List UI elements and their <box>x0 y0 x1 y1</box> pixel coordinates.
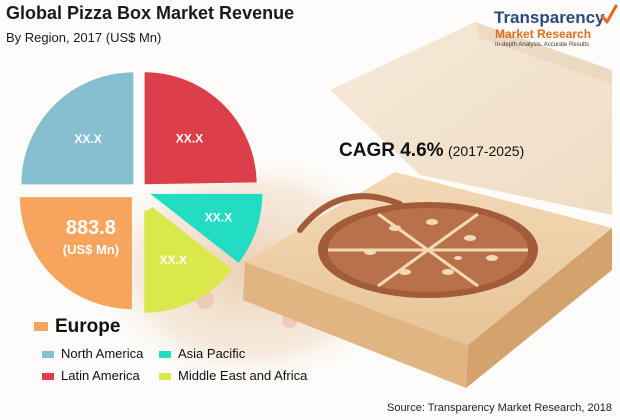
pie-slice-asia-pacific <box>150 193 263 263</box>
pizza-icon <box>297 193 538 298</box>
legend-swatch <box>159 351 171 359</box>
legend-item-asia-pacific: Asia Pacific <box>159 346 245 361</box>
pie-slice-north-america <box>21 72 134 185</box>
legend-swatch <box>42 373 54 381</box>
logo-sub-text: Market Research <box>495 27 592 41</box>
source-note: Source: Transparency Market Research, 20… <box>386 402 612 414</box>
legend-item-north-america: North America <box>42 346 143 361</box>
legend-item-middle-east-and-africa: Middle East and Africa <box>159 368 307 383</box>
pie-slice-middle-east-and-africa <box>144 206 233 313</box>
legend-label: Europe <box>55 316 121 337</box>
legend-label: Middle East and Africa <box>178 368 308 383</box>
box-lid-edge <box>475 22 612 84</box>
logo-tagline: In-depth Analysis. Accurate Results <box>495 42 590 48</box>
logo-main-text: Transparency <box>494 8 605 27</box>
pie-slice-europe <box>19 197 132 310</box>
legend: Europe North America Asia Pacific Latin Ame… <box>34 316 334 386</box>
checkmark-icon <box>600 4 618 24</box>
box-right-side <box>466 228 612 388</box>
pie-label-europe: 883.8 <box>66 217 116 239</box>
legend-swatch <box>34 322 48 332</box>
pie-sublabel-europe: (US$ Mn) <box>63 242 119 257</box>
cagr-period: (2017-2025) <box>447 143 525 159</box>
legend-item-latin-america: Latin America <box>42 368 140 383</box>
pie-label-asia-pacific: XX.X <box>205 210 232 224</box>
chart-subtitle: By Region, 2017 (US$ Mn) <box>6 30 162 45</box>
legend-swatch <box>42 351 54 359</box>
legend-label: Asia Pacific <box>178 346 246 361</box>
pie-slice-latin-america <box>144 72 257 185</box>
pie-label-north-america: XX.X <box>74 132 101 146</box>
pie-label-latin-america: XX.X <box>176 132 203 146</box>
pie-label-middle-east-and-africa: XX.X <box>160 253 187 267</box>
box-lid <box>330 22 612 215</box>
legend-swatch <box>159 373 171 381</box>
cagr-callout: CAGR 4.6% (2017-2025) <box>339 140 524 162</box>
cagr-value: CAGR 4.6% <box>339 140 444 161</box>
box-front-side <box>243 262 468 388</box>
brand-logo: Transparency Market Research In-depth An… <box>494 4 618 58</box>
legend-label: Latin America <box>61 368 140 383</box>
pie-chart: XX.X XX.X XX.X XX.X 883.8 (US$ Mn) <box>19 72 263 313</box>
chart-title: Global Pizza Box Market Revenue <box>6 3 295 23</box>
legend-item-europe: Europe <box>34 316 120 338</box>
legend-label: North America <box>61 346 144 361</box>
